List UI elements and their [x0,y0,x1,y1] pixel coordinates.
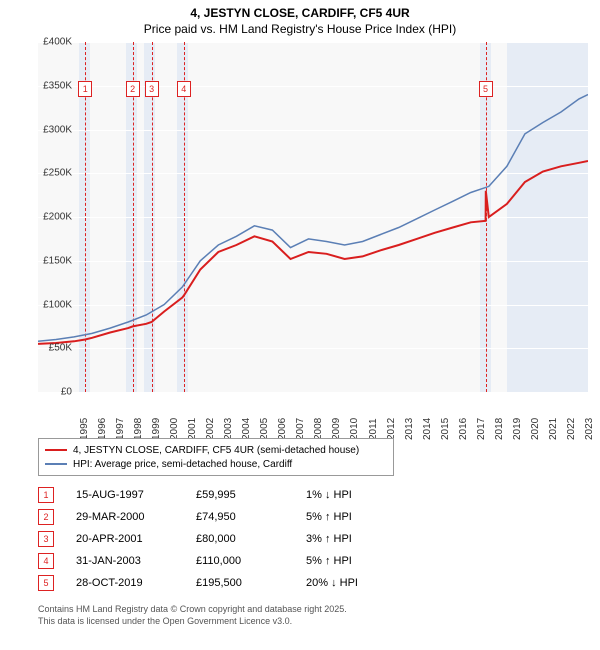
table-row: 2 29-MAR-2000£74,9505% ↑ HPI [38,506,576,528]
x-tick-label: 2019 [512,418,523,440]
table-marker: 3 [38,531,54,547]
x-tick-label: 1997 [115,418,126,440]
x-tick-label: 2003 [223,418,234,440]
x-tick-label: 1995 [79,418,90,440]
table-marker: 2 [38,509,54,525]
table-pct: 3% ↑ HPI [306,533,426,545]
chart-title: 4, JESTYN CLOSE, CARDIFF, CF5 4UR [0,0,600,20]
footer-line-1: Contains HM Land Registry data © Crown c… [38,604,578,616]
table-row: 5 28-OCT-2019£195,50020% ↓ HPI [38,572,576,594]
x-tick-label: 2021 [548,418,559,440]
table-price: £195,500 [196,577,306,589]
y-tick-label: £400K [28,37,72,48]
x-tick-label: 2004 [241,418,252,440]
x-tick-label: 2000 [169,418,180,440]
y-tick-label: £50K [28,343,72,354]
table-pct: 5% ↑ HPI [306,511,426,523]
table-price: £59,995 [196,489,306,501]
y-tick-label: £150K [28,255,72,266]
x-tick-label: 1998 [133,418,144,440]
table-row: 3 20-APR-2001£80,0003% ↑ HPI [38,528,576,550]
table-date: 28-OCT-2019 [76,577,196,589]
x-tick-label: 2010 [349,418,360,440]
footer-attribution: Contains HM Land Registry data © Crown c… [38,604,578,627]
legend-swatch [45,463,67,465]
table-date: 15-AUG-1997 [76,489,196,501]
y-tick-label: £250K [28,168,72,179]
legend-row: 4, JESTYN CLOSE, CARDIFF, CF5 4UR (semi-… [45,443,387,457]
x-tick-label: 2001 [187,418,198,440]
table-price: £110,000 [196,555,306,567]
x-tick-label: 2002 [205,418,216,440]
table-date: 31-JAN-2003 [76,555,196,567]
y-tick-label: £100K [28,299,72,310]
x-tick-label: 2022 [566,418,577,440]
chart-area: 12345 £0£50K£100K£150K£200K£250K£300K£35… [38,42,588,424]
x-tick-label: 2020 [530,418,541,440]
table-marker: 5 [38,575,54,591]
table-price: £80,000 [196,533,306,545]
y-tick-label: £350K [28,80,72,91]
x-tick-label: 2006 [277,418,288,440]
x-tick-label: 2012 [386,418,397,440]
x-tick-label: 2007 [295,418,306,440]
x-tick-label: 2005 [259,418,270,440]
table-marker: 4 [38,553,54,569]
series-hpi [38,95,588,342]
x-tick-label: 2017 [476,418,487,440]
footer-line-2: This data is licensed under the Open Gov… [38,616,578,628]
table-row: 4 31-JAN-2003£110,0005% ↑ HPI [38,550,576,572]
table-pct: 20% ↓ HPI [306,577,426,589]
table-price: £74,950 [196,511,306,523]
x-tick-label: 2009 [331,418,342,440]
x-tick-label: 2015 [440,418,451,440]
chart-subtitle: Price paid vs. HM Land Registry's House … [0,20,600,36]
table-marker: 1 [38,487,54,503]
table-date: 20-APR-2001 [76,533,196,545]
legend-label: 4, JESTYN CLOSE, CARDIFF, CF5 4UR (semi-… [73,445,359,456]
table-pct: 5% ↑ HPI [306,555,426,567]
sales-table: 115-AUG-1997£59,9951% ↓ HPI229-MAR-2000£… [38,484,576,594]
legend-row: HPI: Average price, semi-detached house,… [45,457,387,471]
x-tick-label: 2023 [584,418,595,440]
x-tick-label: 2011 [368,418,379,440]
y-tick-label: £200K [28,212,72,223]
legend: 4, JESTYN CLOSE, CARDIFF, CF5 4UR (semi-… [38,438,394,476]
table-pct: 1% ↓ HPI [306,489,426,501]
table-row: 1 15-AUG-1997£59,9951% ↓ HPI [38,484,576,506]
y-tick-label: £0 [28,387,72,398]
page: 4, JESTYN CLOSE, CARDIFF, CF5 4UR Price … [0,0,600,650]
x-tick-label: 1999 [151,418,162,440]
x-tick-label: 2008 [313,418,324,440]
table-date: 29-MAR-2000 [76,511,196,523]
legend-swatch [45,449,67,451]
x-tick-label: 2016 [458,418,469,440]
x-tick-label: 1996 [97,418,108,440]
legend-label: HPI: Average price, semi-detached house,… [73,459,292,470]
x-tick-label: 2013 [404,418,415,440]
y-tick-label: £300K [28,124,72,135]
x-tick-label: 2014 [422,418,433,440]
series-property [38,161,588,344]
chart-lines [38,42,588,392]
x-tick-label: 2018 [494,418,505,440]
